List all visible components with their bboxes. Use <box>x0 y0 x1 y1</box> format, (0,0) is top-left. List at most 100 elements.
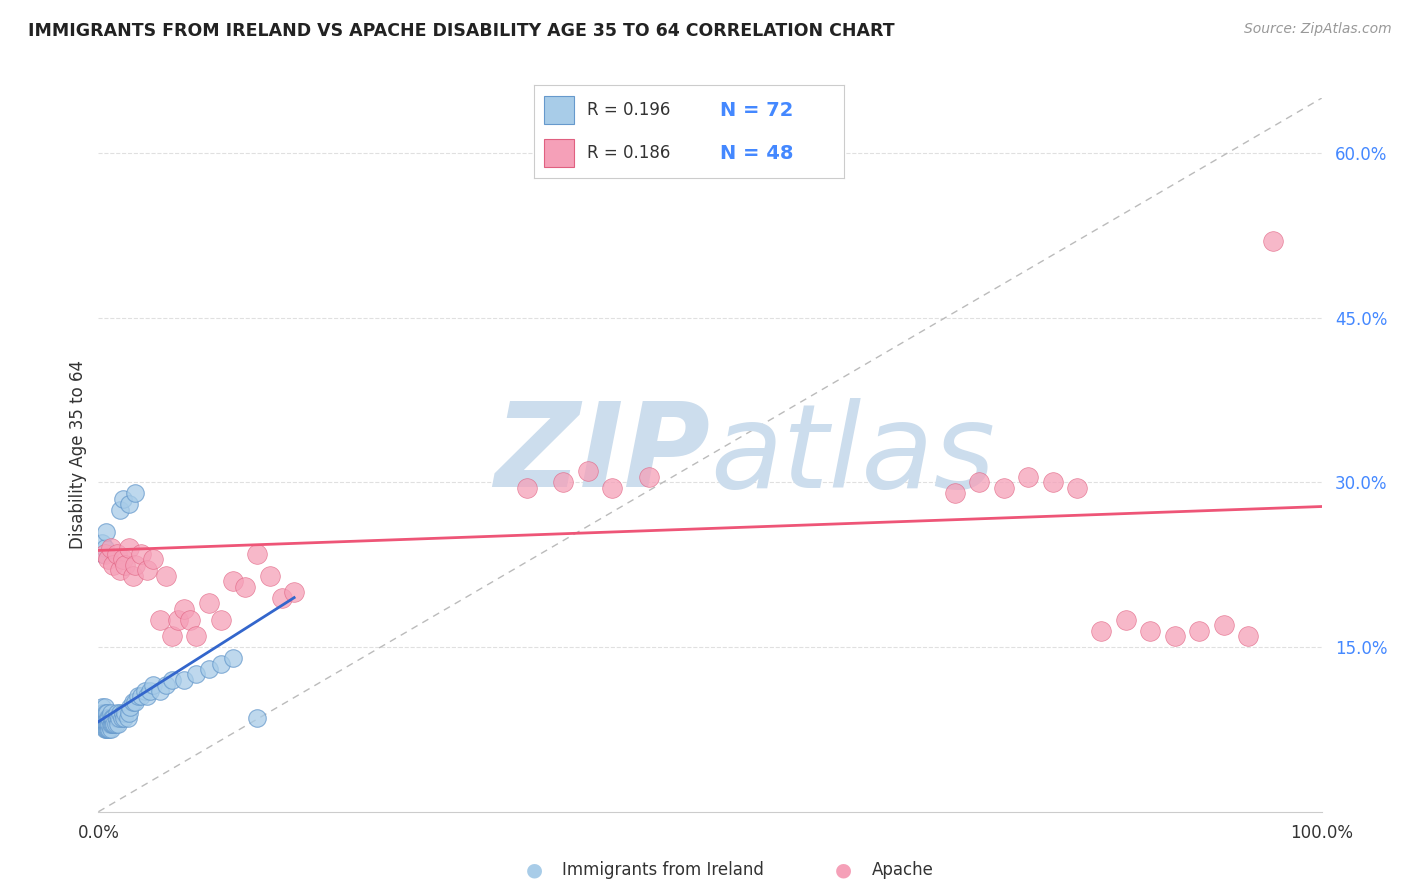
Point <box>97 711 120 725</box>
Point <box>111 552 134 566</box>
Point <box>93 541 115 556</box>
Point <box>179 613 201 627</box>
Point <box>139 684 162 698</box>
Point <box>100 541 122 556</box>
Point <box>94 723 117 737</box>
Point <box>93 700 115 714</box>
Point <box>155 678 177 692</box>
Point <box>127 690 149 704</box>
Text: ZIP: ZIP <box>494 398 710 512</box>
Point <box>101 711 124 725</box>
Point <box>111 706 134 720</box>
Point <box>1164 629 1187 643</box>
Point <box>101 711 124 725</box>
Point <box>155 568 177 582</box>
Point <box>149 684 172 698</box>
Point <box>515 481 537 495</box>
Point <box>94 711 117 725</box>
Y-axis label: Disability Age 35 to 64: Disability Age 35 to 64 <box>69 360 87 549</box>
Point <box>124 486 146 500</box>
Point <box>101 717 124 731</box>
Point <box>576 464 599 478</box>
Point <box>114 706 136 720</box>
Point <box>134 684 156 698</box>
Point <box>173 601 195 615</box>
Point <box>1090 624 1112 638</box>
Point <box>100 723 122 737</box>
Point <box>1017 470 1039 484</box>
Point <box>149 613 172 627</box>
Point <box>136 563 159 577</box>
Point <box>91 706 114 720</box>
Point <box>105 706 128 720</box>
Point <box>97 717 120 731</box>
Point <box>553 475 575 490</box>
Point <box>209 657 232 671</box>
Point <box>117 711 139 725</box>
Point <box>107 717 129 731</box>
Point <box>108 711 131 725</box>
Point <box>637 470 661 484</box>
Point <box>186 667 208 681</box>
Point <box>110 706 132 720</box>
Point <box>118 497 141 511</box>
Text: N = 72: N = 72 <box>720 101 793 120</box>
Text: R = 0.196: R = 0.196 <box>586 101 671 119</box>
Point <box>112 711 135 725</box>
Point <box>103 717 125 731</box>
Point <box>101 558 124 572</box>
Point <box>1237 629 1260 643</box>
Point <box>246 547 269 561</box>
Point <box>96 706 118 720</box>
Point <box>96 717 118 731</box>
Point <box>993 481 1015 495</box>
Point <box>600 481 623 495</box>
Point <box>160 629 183 643</box>
Point <box>967 475 990 490</box>
Point <box>121 568 143 582</box>
Point <box>186 629 208 643</box>
Point <box>93 717 115 731</box>
Point <box>98 711 121 725</box>
Point <box>197 596 219 610</box>
Point <box>129 547 152 561</box>
Point <box>167 613 190 627</box>
Point <box>96 723 118 737</box>
Point <box>110 563 132 577</box>
Text: N = 48: N = 48 <box>720 144 793 162</box>
Point <box>118 541 141 556</box>
Text: ●: ● <box>835 860 852 880</box>
Point <box>1115 613 1137 627</box>
Point <box>111 491 134 506</box>
Point <box>197 662 219 676</box>
Point <box>283 585 305 599</box>
Point <box>173 673 195 687</box>
Point <box>1066 481 1088 495</box>
Point <box>943 486 966 500</box>
Point <box>101 717 124 731</box>
Point <box>118 706 141 720</box>
Text: atlas: atlas <box>710 398 995 512</box>
Point <box>91 547 114 561</box>
Point <box>120 700 142 714</box>
Point <box>94 717 117 731</box>
Point <box>111 711 134 725</box>
Point <box>110 503 132 517</box>
Point <box>93 547 115 561</box>
Point <box>91 535 114 549</box>
Point <box>246 711 269 725</box>
Text: IMMIGRANTS FROM IRELAND VS APACHE DISABILITY AGE 35 TO 64 CORRELATION CHART: IMMIGRANTS FROM IRELAND VS APACHE DISABI… <box>28 22 894 40</box>
Point <box>1042 475 1064 490</box>
Point <box>136 690 159 704</box>
Text: Immigrants from Ireland: Immigrants from Ireland <box>562 861 765 879</box>
Point <box>270 591 294 605</box>
Text: ●: ● <box>526 860 543 880</box>
Point <box>93 706 115 720</box>
Point <box>124 695 146 709</box>
Point <box>222 651 245 665</box>
Point <box>100 717 122 731</box>
Point <box>90 711 112 725</box>
Point <box>233 580 256 594</box>
Point <box>98 717 121 731</box>
Point <box>129 690 152 704</box>
